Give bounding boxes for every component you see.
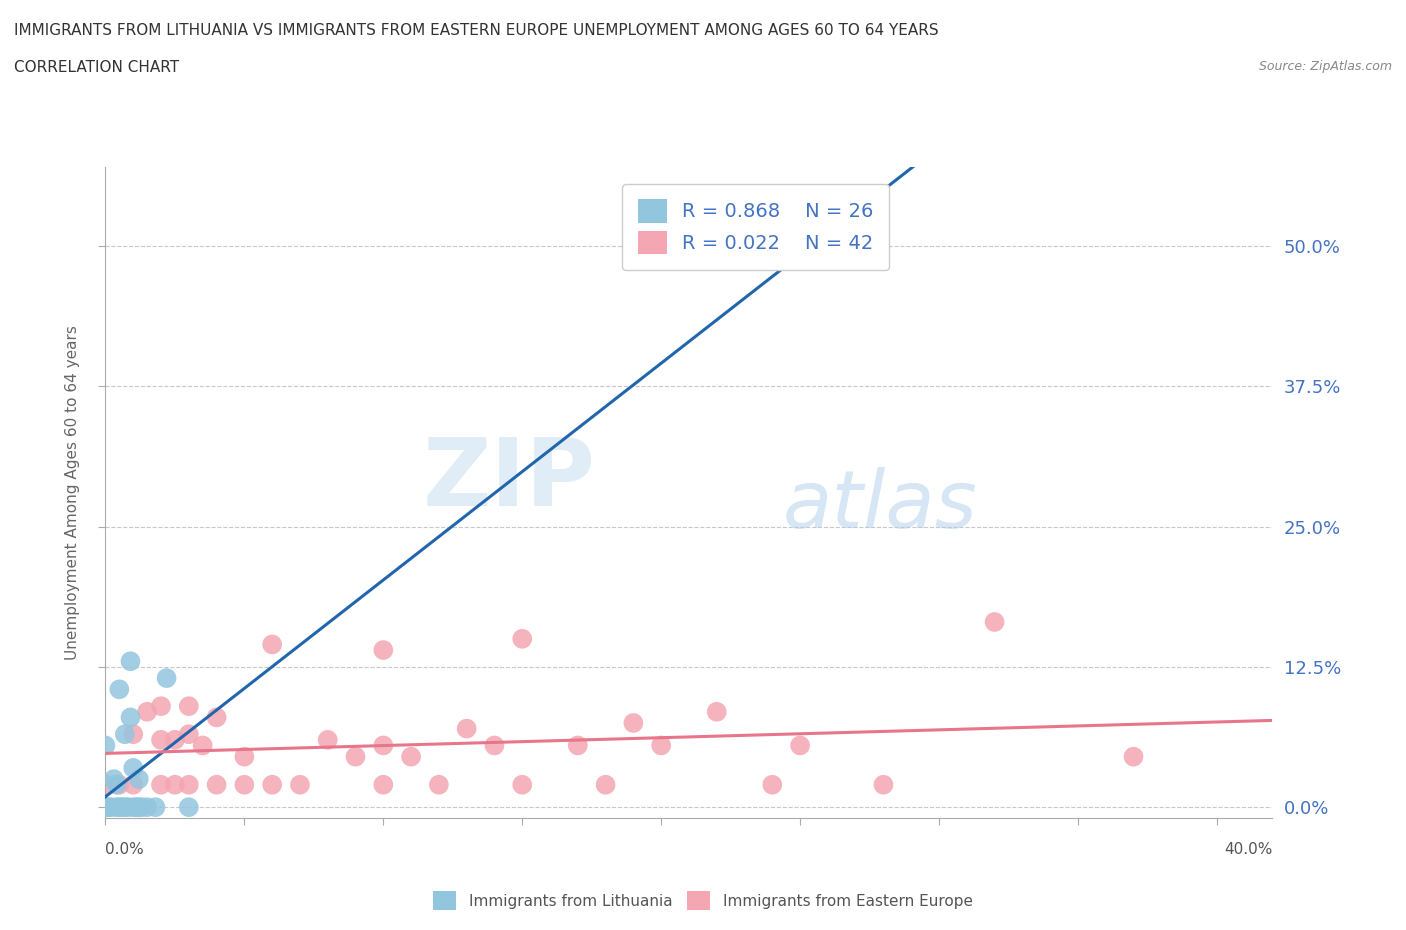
Point xyxy=(114,800,136,815)
Point xyxy=(177,698,200,713)
Point xyxy=(136,704,159,719)
Text: 0.0%: 0.0% xyxy=(105,842,145,857)
Point xyxy=(706,704,728,719)
Point xyxy=(761,777,783,792)
Point xyxy=(373,643,395,658)
Point xyxy=(567,738,589,753)
Text: atlas: atlas xyxy=(782,467,977,545)
Point xyxy=(621,715,644,730)
Point xyxy=(177,800,200,815)
Point xyxy=(191,738,214,753)
Point xyxy=(373,738,395,753)
Point xyxy=(150,698,173,713)
Point xyxy=(288,777,311,792)
Point xyxy=(105,800,128,815)
Text: CORRELATION CHART: CORRELATION CHART xyxy=(14,60,179,75)
Point xyxy=(205,710,228,724)
Point xyxy=(94,738,117,753)
Point xyxy=(344,750,367,764)
Point xyxy=(399,750,422,764)
Text: ZIP: ZIP xyxy=(423,434,596,525)
Point xyxy=(150,733,173,748)
Point xyxy=(427,777,450,792)
Y-axis label: Unemployment Among Ages 60 to 64 years: Unemployment Among Ages 60 to 64 years xyxy=(65,326,80,660)
Point xyxy=(316,733,339,748)
Point xyxy=(122,726,145,741)
Point xyxy=(872,777,894,792)
Point xyxy=(136,800,159,815)
Point xyxy=(262,637,284,652)
Point xyxy=(97,800,120,815)
Point xyxy=(108,682,131,697)
Point xyxy=(120,654,142,669)
Point xyxy=(94,777,117,792)
Point xyxy=(205,777,228,792)
Point xyxy=(789,738,811,753)
Point xyxy=(105,777,128,792)
Point xyxy=(650,738,672,753)
Point xyxy=(163,733,186,748)
Point xyxy=(373,777,395,792)
Point xyxy=(114,726,136,741)
Point xyxy=(1122,750,1144,764)
Point xyxy=(128,772,150,787)
Point xyxy=(233,750,256,764)
Point xyxy=(262,777,284,792)
Point xyxy=(108,777,131,792)
Point xyxy=(94,800,117,815)
Point xyxy=(125,800,148,815)
Point xyxy=(145,800,167,815)
Point xyxy=(103,772,125,787)
Point xyxy=(111,800,134,815)
Point xyxy=(120,710,142,724)
Legend: R = 0.868    N = 26, R = 0.022    N = 42: R = 0.868 N = 26, R = 0.022 N = 42 xyxy=(621,183,889,270)
Point xyxy=(122,777,145,792)
Text: 40.0%: 40.0% xyxy=(1225,842,1272,857)
Point xyxy=(117,800,139,815)
Text: IMMIGRANTS FROM LITHUANIA VS IMMIGRANTS FROM EASTERN EUROPE UNEMPLOYMENT AMONG A: IMMIGRANTS FROM LITHUANIA VS IMMIGRANTS … xyxy=(14,23,939,38)
Point xyxy=(108,800,131,815)
Point xyxy=(484,738,506,753)
Point xyxy=(131,800,153,815)
Point xyxy=(150,777,173,792)
Point xyxy=(510,777,533,792)
Point xyxy=(100,800,122,815)
Point xyxy=(983,615,1005,630)
Point xyxy=(128,800,150,815)
Point xyxy=(233,777,256,792)
Text: Source: ZipAtlas.com: Source: ZipAtlas.com xyxy=(1258,60,1392,73)
Point xyxy=(177,726,200,741)
Point xyxy=(122,761,145,776)
Point xyxy=(155,671,177,685)
Point xyxy=(456,721,478,736)
Point xyxy=(510,631,533,646)
Point xyxy=(789,238,811,253)
Point xyxy=(122,800,145,815)
Legend: Immigrants from Lithuania, Immigrants from Eastern Europe: Immigrants from Lithuania, Immigrants fr… xyxy=(426,884,980,918)
Point xyxy=(177,777,200,792)
Point xyxy=(595,777,617,792)
Point xyxy=(163,777,186,792)
